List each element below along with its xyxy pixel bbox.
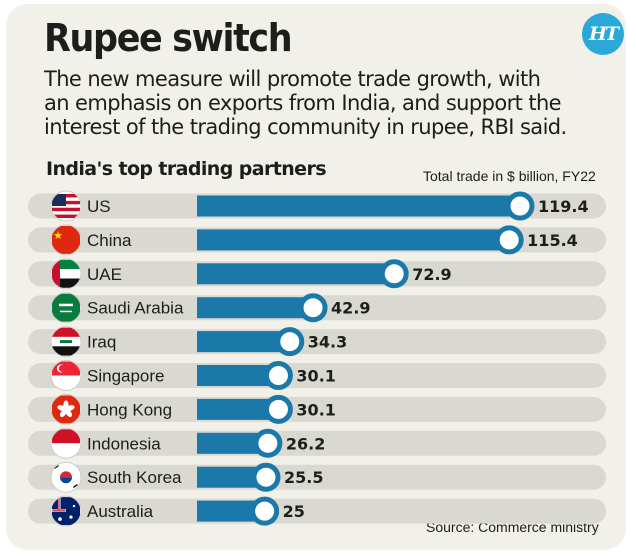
bar bbox=[197, 297, 314, 319]
bar-end-marker bbox=[298, 293, 328, 323]
bar bbox=[197, 432, 268, 454]
value-label: 25 bbox=[283, 502, 305, 521]
south-korea-flag-icon bbox=[50, 461, 82, 493]
singapore-flag-icon bbox=[50, 360, 82, 391]
bar-end-marker bbox=[263, 394, 293, 424]
bar-row: Hong Kong 30.1 bbox=[28, 393, 606, 425]
value-label: 119.4 bbox=[538, 197, 589, 216]
value-label: 42.9 bbox=[331, 299, 370, 318]
bar-end-marker bbox=[379, 259, 409, 289]
category-label: Saudi Arabia bbox=[87, 299, 184, 318]
bar-track bbox=[28, 363, 606, 388]
svg-text:★: ★ bbox=[53, 229, 63, 242]
hong-kong-flag-icon bbox=[50, 393, 82, 425]
bar-row: Singapore 30.1 bbox=[28, 360, 606, 391]
bar-end-marker bbox=[250, 496, 280, 526]
china-flag-icon: ★ bbox=[50, 224, 82, 256]
category-label: UAE bbox=[87, 265, 122, 284]
bar-row: South Korea 25.5 bbox=[28, 461, 606, 493]
bar bbox=[197, 331, 290, 353]
bar bbox=[197, 263, 395, 285]
value-label: 72.9 bbox=[412, 265, 451, 284]
bar-row: Indonesia 26.2 bbox=[28, 427, 606, 459]
category-label: South Korea bbox=[87, 468, 182, 487]
saudi-arabia-flag-icon bbox=[50, 292, 82, 324]
bar-end-marker bbox=[263, 361, 293, 390]
bar-end-marker bbox=[275, 327, 305, 357]
bar-row: Iraq 34.3 bbox=[28, 326, 606, 358]
bar-end-marker bbox=[251, 462, 281, 492]
value-label: 26.2 bbox=[286, 434, 325, 453]
page-title: Rupee switch bbox=[44, 16, 293, 60]
bar bbox=[197, 229, 510, 251]
ht-logo: HT bbox=[582, 13, 624, 55]
subtitle-line: The new measure will promote trade growt… bbox=[44, 67, 541, 91]
bar-row: US 119.4 bbox=[28, 190, 606, 222]
value-label: 115.4 bbox=[527, 231, 578, 250]
category-label: Iraq bbox=[87, 333, 116, 352]
bar-row: UAE 72.9 bbox=[28, 258, 606, 290]
subtitle-line: interest of the trading community in rup… bbox=[44, 115, 567, 139]
category-label: Indonesia bbox=[87, 434, 161, 453]
bar-end-marker bbox=[253, 428, 283, 458]
bar bbox=[197, 195, 520, 217]
category-label: Hong Kong bbox=[87, 400, 172, 419]
category-label: US bbox=[87, 197, 111, 216]
bar-track bbox=[28, 498, 606, 524]
bar-track bbox=[28, 464, 606, 490]
subtitle: The new measure will promote trade growt… bbox=[44, 67, 634, 139]
value-label: 30.1 bbox=[296, 367, 335, 386]
value-label: 34.3 bbox=[308, 333, 347, 352]
us-flag-icon bbox=[50, 190, 82, 222]
uae-flag-icon bbox=[50, 258, 82, 290]
bar-end-marker bbox=[494, 225, 524, 255]
chart-title: India's top trading partners bbox=[46, 158, 327, 180]
bar-row: Australia 25 bbox=[28, 495, 606, 527]
subtitle-line: an emphasis on exports from India, and s… bbox=[44, 91, 562, 115]
indonesia-flag-icon bbox=[50, 427, 82, 459]
bar bbox=[197, 466, 266, 488]
australia-flag-icon bbox=[50, 495, 82, 527]
bar bbox=[197, 365, 279, 386]
bar-row: Saudi Arabia 42.9 bbox=[28, 292, 606, 324]
bar bbox=[197, 500, 265, 522]
category-label: China bbox=[87, 231, 132, 250]
bar-track bbox=[28, 396, 606, 422]
value-label: 30.1 bbox=[296, 400, 335, 419]
iraq-flag-icon bbox=[50, 326, 82, 358]
category-label: Singapore bbox=[87, 367, 165, 386]
bar-end-marker bbox=[505, 191, 535, 221]
bar-track bbox=[28, 430, 606, 456]
bar-row: ★ China 115.4 bbox=[28, 224, 606, 256]
value-label: 25.5 bbox=[284, 468, 323, 487]
category-label: Australia bbox=[87, 502, 154, 521]
bar-track bbox=[28, 329, 606, 355]
unit-note: Total trade in $ billion, FY22 bbox=[423, 168, 596, 184]
bar bbox=[197, 398, 279, 420]
